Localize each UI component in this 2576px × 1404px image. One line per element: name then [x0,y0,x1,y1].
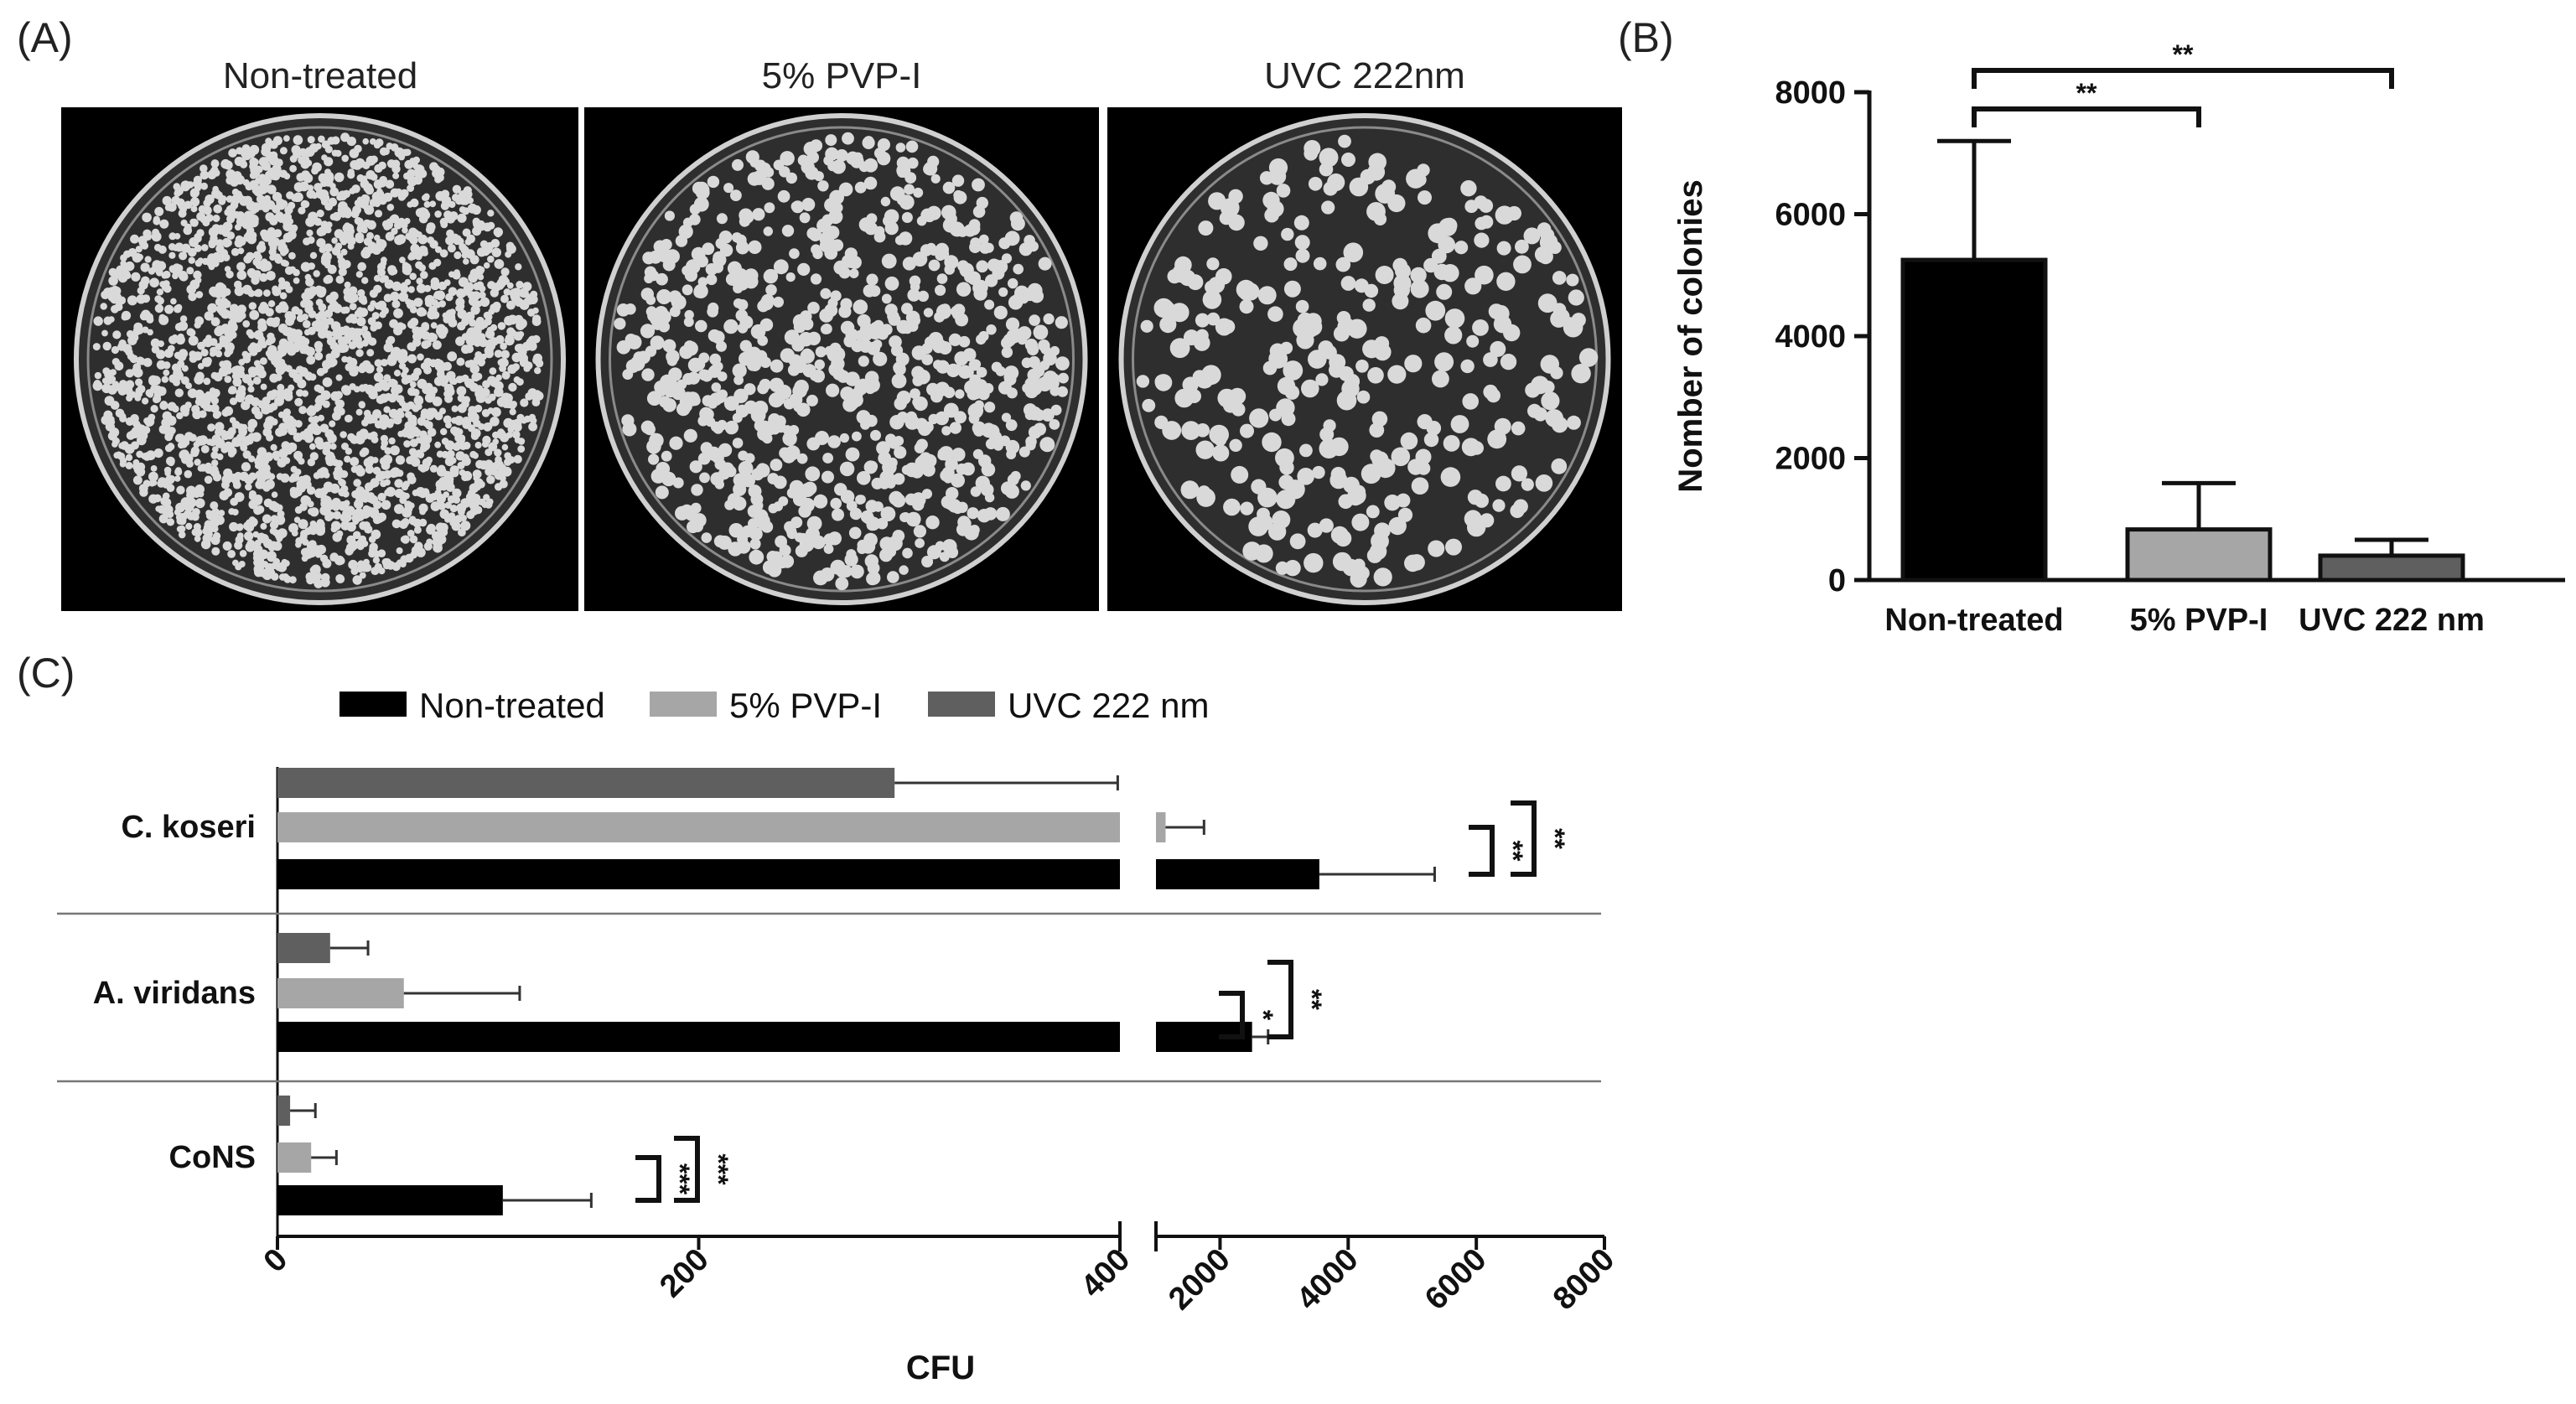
significance-label-outer: ** [1297,989,1327,1010]
x-tick-label: 8000 [1547,1242,1621,1317]
panel-c-chart: Non-treated 5% PVP-I UVC 222 nm0 200 400 2000… [57,686,1621,1386]
bar-c-koseri-5-pvp-i-continued [1156,812,1166,842]
x-tick-label: 4000 [1290,1242,1365,1317]
plate-1 [61,107,578,611]
significance-bracket-outer [1267,960,1293,1039]
plate-title-non-treated: Non-treated [223,55,417,96]
plate-2 [584,107,1099,611]
colonies [92,132,544,588]
legend-swatch [928,692,995,717]
significance-bracket-outer [1511,800,1537,877]
y-tick-label: 2000 [1775,442,1846,477]
significance-label-inner: *** [665,1163,695,1195]
panel-a-plates: Non-treated 5% PVP-I UVC 222nm [61,55,1622,611]
significance-bracket-inner [1219,991,1245,1039]
x-axis-title: CFU [906,1350,975,1386]
bar-5-pvp-i [2125,527,2273,583]
x-tick-label: 2000 [1162,1242,1236,1317]
bar-c-koseri-non-treated-continued [1156,859,1319,889]
y-axis-title: Nomber of colonies [1672,179,1709,492]
bar-cons-5-pvp-i [277,1142,312,1173]
legend: Non-treated 5% PVP-I UVC 222 nm [339,686,1209,725]
bar-uvc-222-nm [2318,553,2465,583]
legend-swatch [339,692,407,717]
petri-dish-rim [609,126,1075,593]
panel-label-c: (C) [17,650,75,697]
x-tick-label: Non-treated [1884,603,2063,638]
significance-bracket-inner [635,1155,661,1203]
plate-3 [1107,107,1622,611]
significance-bracket [1972,68,2394,89]
bar-a-viridans-non-treated [277,1022,1120,1052]
x-tick-label: 200 [653,1242,716,1305]
bar-non-treated [1900,257,2048,583]
group-label: CoNS [169,1140,256,1175]
group-label: C. koseri [121,810,256,845]
plate-title-uvc: UVC 222nm [1264,55,1465,96]
x-tick-label: UVC 222 nm [2299,603,2485,638]
bar-cons-non-treated [277,1185,503,1215]
significance-bracket-inner [1469,825,1495,877]
significance-label-inner: * [1248,1010,1278,1021]
x-tick-label: 6000 [1418,1242,1493,1317]
significance-bracket [1972,106,2201,127]
colonies [614,132,1070,591]
significance-label: ** [2076,78,2097,108]
significance-bracket-outer [674,1136,700,1203]
bar-a-viridans-5-pvp-i [277,978,404,1008]
bar-a-viridans-uvc-222-nm [277,933,330,963]
plate-title-pvp: 5% PVP-I [762,55,922,96]
bar-c-koseri-uvc-222-nm [277,768,895,798]
panel-b-chart: 0 2000 4000 6000 8000 Nomber of colonies Non-t… [1672,39,2565,638]
bar-cons-uvc-222-nm [277,1096,291,1126]
panel-label-a: (A) [17,14,73,61]
x-tick-label: 5% PVP-I [2130,603,2268,638]
significance-label-outer: *** [703,1153,733,1185]
group-label: A. viridans [93,976,256,1011]
y-tick-label: 0 [1828,563,1846,598]
petri-dish-rim [86,126,553,593]
bar-c-koseri-5-pvp-i [277,812,1120,842]
legend-label: Non-treated [419,686,605,725]
significance-label-outer: ** [1540,828,1570,849]
legend-swatch [650,692,717,717]
panel-label-b: (B) [1618,14,1674,61]
y-tick-label: 6000 [1775,198,1846,233]
bar-c-koseri-non-treated [277,859,1120,889]
y-tick-label: 8000 [1775,75,1846,111]
colonies [1136,134,1599,588]
y-tick-label: 4000 [1775,319,1846,355]
significance-label: ** [2173,39,2194,70]
legend-label: UVC 222 nm [1008,686,1209,725]
legend-label: 5% PVP-I [729,686,882,725]
x-tick-label: 400 [1075,1242,1138,1305]
significance-label-inner: ** [1498,841,1528,862]
